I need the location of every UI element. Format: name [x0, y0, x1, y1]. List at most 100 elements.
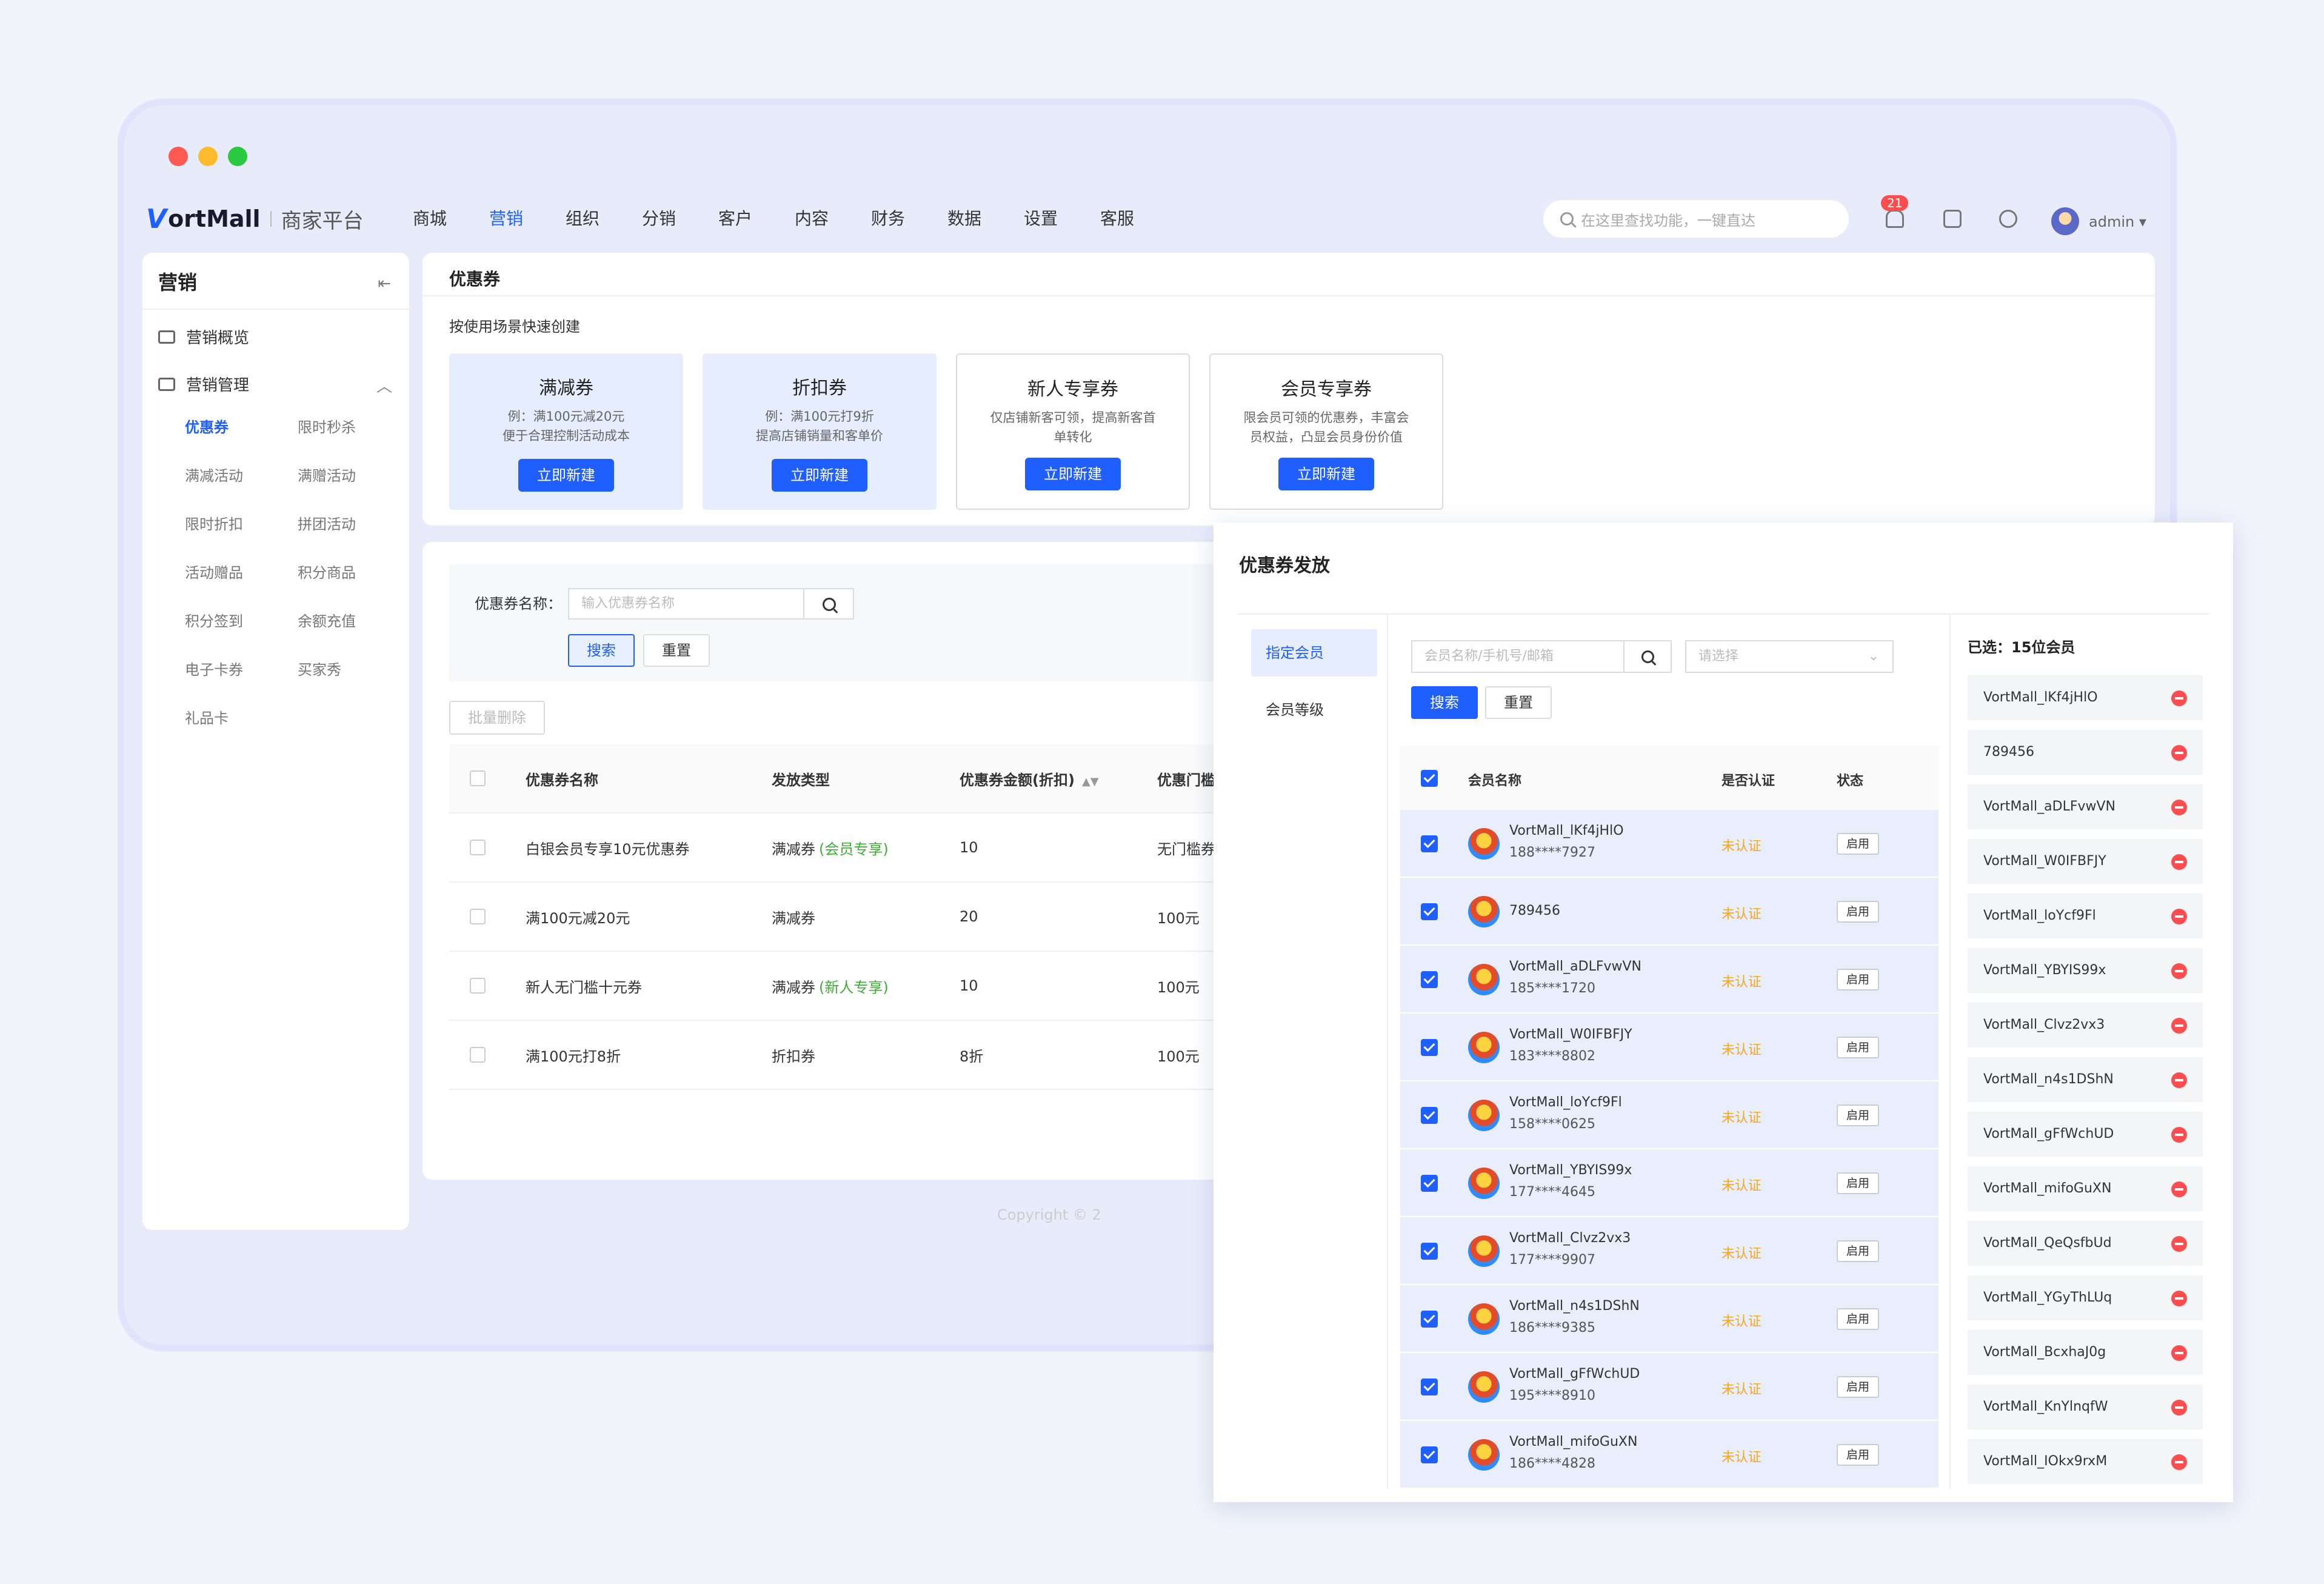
sidebar-subitem-3[interactable]: 满赠活动	[298, 467, 356, 484]
sidebar-item-overview[interactable]: 营销概览	[158, 326, 249, 348]
member-checkbox[interactable]	[1421, 1446, 1438, 1463]
tab-specific-members[interactable]: 指定会员	[1251, 629, 1377, 677]
nav-item-6[interactable]: 财务	[871, 209, 906, 229]
nav-item-0[interactable]: 商城	[413, 209, 447, 229]
row-checkbox[interactable]	[470, 978, 486, 994]
remove-icon[interactable]	[2171, 745, 2187, 761]
member-row[interactable]: VortMall_aDLFvwVN 185****1720 未认证 启用	[1400, 946, 1938, 1014]
reset-button[interactable]: 重置	[643, 634, 710, 667]
create-now-button[interactable]: 立即新建	[772, 459, 867, 492]
remove-icon[interactable]	[2171, 1236, 2187, 1252]
member-reset-button[interactable]: 重置	[1485, 686, 1552, 719]
sidebar-subitem-9[interactable]: 余额充值	[298, 613, 356, 630]
sidebar-subitem-12[interactable]: 礼品卡	[185, 710, 229, 727]
global-search-input[interactable]: 在这里查找功能，一键直达	[1543, 200, 1849, 238]
bulk-delete-button[interactable]: 批量删除	[449, 701, 545, 735]
nav-item-5[interactable]: 内容	[795, 209, 829, 229]
close-window-button[interactable]	[169, 147, 188, 166]
remove-icon[interactable]	[2171, 1400, 2187, 1415]
member-row[interactable]: VortMall_YBYIS99x 177****4645 未认证 启用	[1400, 1149, 1938, 1217]
remove-icon[interactable]	[2171, 690, 2187, 706]
user-menu[interactable]: admin ▾	[2089, 213, 2146, 230]
row-checkbox[interactable]	[470, 1047, 486, 1063]
sidebar-subitem-10[interactable]: 电子卡券	[185, 661, 243, 678]
member-avatar	[1468, 1032, 1500, 1063]
member-checkbox[interactable]	[1421, 903, 1438, 920]
header-amount[interactable]: 优惠券金额(折扣) ▲▼	[960, 768, 1099, 789]
sidebar-subitem-6[interactable]: 活动赠品	[185, 564, 243, 581]
nav-item-3[interactable]: 分销	[642, 209, 676, 229]
nav-item-8[interactable]: 设置	[1024, 209, 1058, 229]
member-search-input[interactable]: 会员名称/手机号/邮箱	[1411, 640, 1624, 673]
nav-item-9[interactable]: 客服	[1100, 209, 1135, 229]
member-row[interactable]: VortMall_gFfWchUD 195****8910 未认证 启用	[1400, 1353, 1938, 1421]
member-checkbox[interactable]	[1421, 1039, 1438, 1056]
member-row[interactable]: VortMall_n4s1DShN 186****9385 未认证 启用	[1400, 1285, 1938, 1353]
member-filter-select[interactable]: 请选择 ⌄	[1685, 640, 1894, 673]
coupon-name-input[interactable]: 输入优惠券名称	[568, 588, 804, 620]
remove-icon[interactable]	[2171, 1181, 2187, 1197]
tab-member-level[interactable]: 会员等级	[1266, 701, 1324, 718]
remove-icon[interactable]	[2171, 800, 2187, 815]
row-checkbox[interactable]	[470, 909, 486, 924]
bell-icon[interactable]	[1886, 210, 1904, 228]
avatar[interactable]	[2051, 207, 2079, 235]
remove-icon[interactable]	[2171, 963, 2187, 979]
member-checkbox[interactable]	[1421, 1175, 1438, 1192]
sidebar-subitem-0[interactable]: 优惠券	[185, 419, 229, 436]
row-checkbox[interactable]	[470, 840, 486, 855]
nav-item-4[interactable]: 客户	[718, 209, 753, 229]
remove-icon[interactable]	[2171, 1018, 2187, 1034]
member-checkbox[interactable]	[1421, 1378, 1438, 1395]
maximize-window-button[interactable]	[228, 147, 247, 166]
member-checkbox[interactable]	[1421, 1311, 1438, 1328]
select-all-members-checkbox[interactable]	[1421, 770, 1438, 787]
sidebar-subitem-4[interactable]: 限时折扣	[185, 516, 243, 533]
member-checkbox[interactable]	[1421, 1243, 1438, 1260]
chevron-up-icon[interactable]: ︿	[376, 378, 392, 396]
sort-icon[interactable]: ▲▼	[1081, 775, 1099, 788]
sidebar-subitem-7[interactable]: 积分商品	[298, 564, 356, 581]
member-search-button[interactable]: 搜索	[1411, 686, 1478, 719]
template-card-3: 会员专享券 限会员可领的优惠券，丰富会员权益，凸显会员身份价值 立即新建	[1209, 353, 1443, 510]
remove-icon[interactable]	[2171, 854, 2187, 870]
member-row[interactable]: VortMall_W0IFBFJY 183****8802 未认证 启用	[1400, 1014, 1938, 1081]
member-name: VortMall_Clvz2vx3	[1509, 1231, 1631, 1246]
remove-icon[interactable]	[2171, 1345, 2187, 1361]
member-search-icon-button[interactable]	[1623, 640, 1672, 673]
sidebar-subitem-11[interactable]: 买家秀	[298, 661, 341, 678]
sidebar-subitem-1[interactable]: 限时秒杀	[298, 419, 356, 436]
remove-icon[interactable]	[2171, 1291, 2187, 1306]
collapse-sidebar-icon[interactable]: ⇤	[378, 275, 391, 293]
create-now-button[interactable]: 立即新建	[518, 459, 614, 492]
nav-item-1[interactable]: 营销	[489, 209, 524, 229]
member-checkbox[interactable]	[1421, 971, 1438, 988]
minimize-window-button[interactable]	[198, 147, 218, 166]
remove-icon[interactable]	[2171, 1454, 2187, 1470]
sidebar-subitem-5[interactable]: 拼团活动	[298, 516, 356, 533]
coupon-threshold: 100元	[1157, 978, 1200, 996]
remove-icon[interactable]	[2171, 1072, 2187, 1088]
sidebar-subitem-2[interactable]: 满减活动	[185, 467, 243, 484]
logo[interactable]: V ortMall 商家平台	[146, 204, 364, 235]
member-row[interactable]: VortMall_loYcf9Fl 158****0625 未认证 启用	[1400, 1081, 1938, 1149]
member-row[interactable]: VortMall_lKf4jHlO 188****7927 未认证 启用	[1400, 810, 1938, 878]
member-checkbox[interactable]	[1421, 835, 1438, 852]
translate-icon[interactable]	[1999, 210, 2017, 228]
select-all-checkbox[interactable]	[470, 770, 486, 786]
member-checkbox[interactable]	[1421, 1107, 1438, 1124]
store-icon[interactable]	[1943, 210, 1962, 228]
member-row[interactable]: VortMall_mifoGuXN 186****4828 未认证 启用	[1400, 1421, 1938, 1489]
nav-item-7[interactable]: 数据	[947, 209, 982, 229]
sidebar-subitem-8[interactable]: 积分签到	[185, 613, 243, 630]
remove-icon[interactable]	[2171, 1127, 2187, 1143]
create-now-button[interactable]: 立即新建	[1278, 458, 1374, 490]
create-now-button[interactable]: 立即新建	[1025, 458, 1121, 490]
search-button[interactable]: 搜索	[568, 634, 635, 667]
member-row[interactable]: 789456 未认证 启用	[1400, 878, 1938, 946]
member-row[interactable]: VortMall_Clvz2vx3 177****9907 未认证 启用	[1400, 1217, 1938, 1285]
nav-item-2[interactable]: 组织	[566, 209, 600, 229]
sidebar-group-management[interactable]: 营销管理	[158, 373, 249, 395]
remove-icon[interactable]	[2171, 909, 2187, 924]
search-icon-button[interactable]	[803, 588, 854, 620]
